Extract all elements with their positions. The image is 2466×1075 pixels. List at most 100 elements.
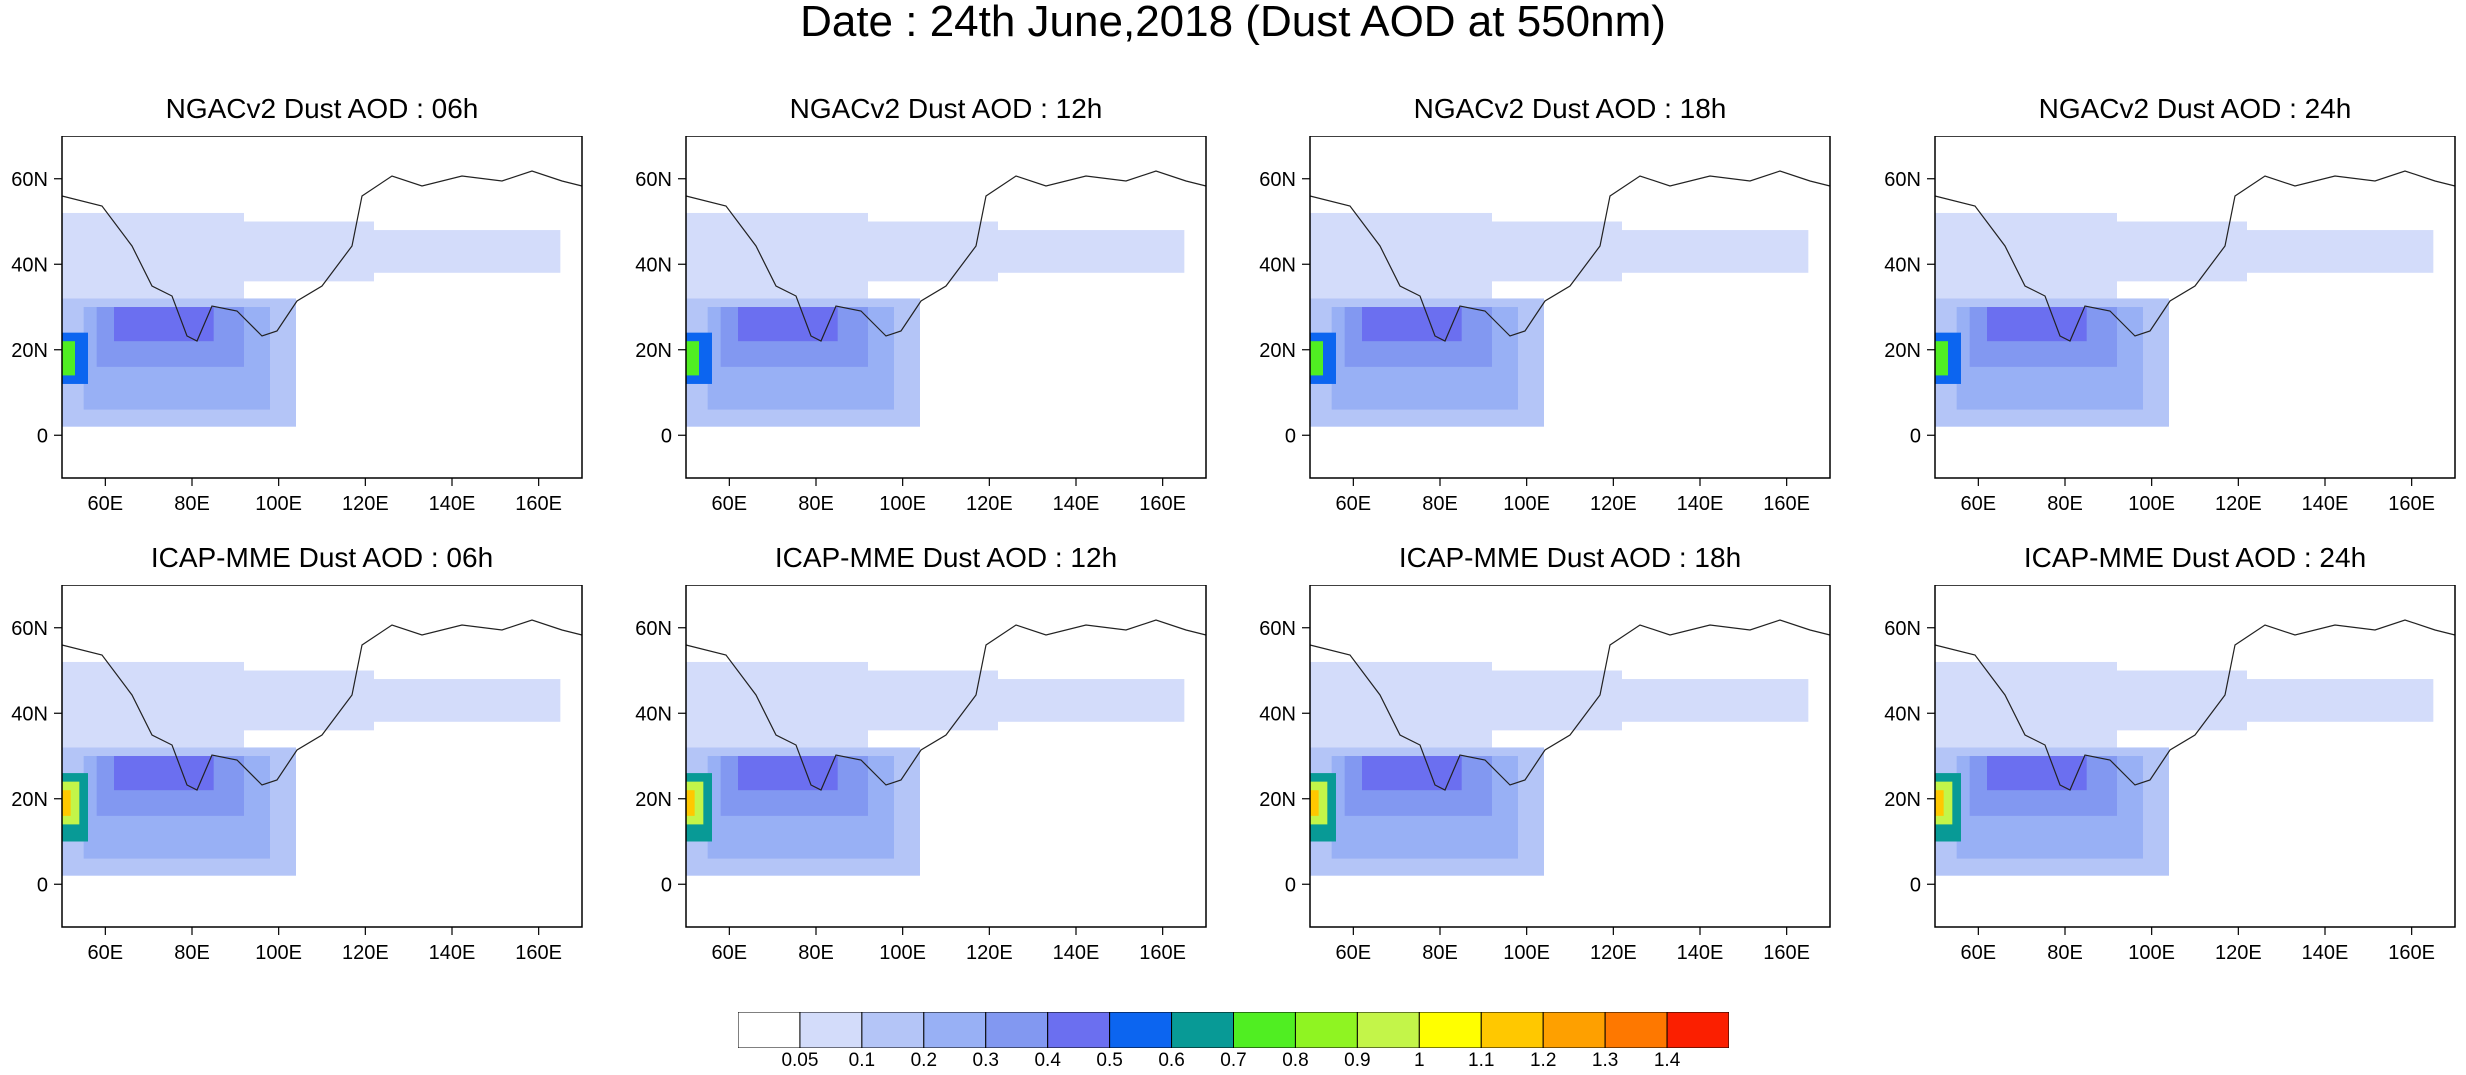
dust-aod-area: [374, 679, 561, 722]
dust-aod-area: [1310, 212, 1492, 299]
panel-title: NGACv2 Dust AOD : 06h: [165, 93, 479, 124]
lon-tick-label: 160E: [1139, 493, 1186, 515]
lon-tick-label: 100E: [879, 942, 926, 964]
coastline: [61, 170, 583, 342]
dust-aod-area: [62, 790, 71, 816]
map-panel: 60E 80E 100E 120E 140E 160E 60N 40N 20N 0: [1259, 136, 1831, 515]
lon-tick-label: 140E: [1053, 942, 1100, 964]
lat-tick-label: 60N: [635, 618, 672, 640]
lon-tick-label: 140E: [1677, 493, 1724, 515]
lat-tick-label: 60N: [1884, 169, 1921, 191]
dust-aod-area: [1622, 679, 1809, 722]
lat-tick-label: 0: [37, 425, 48, 447]
lon-tick-label: 100E: [1503, 493, 1550, 515]
colorbar-label: 0.9: [1344, 1050, 1371, 1071]
lat-tick-label: 60N: [635, 169, 672, 191]
lon-tick-label: 160E: [515, 942, 562, 964]
dust-aod-area: [686, 341, 699, 376]
dust-aod-area: [244, 670, 374, 731]
map-frame: [1934, 136, 2456, 479]
lon-tick-label: 100E: [255, 942, 302, 964]
colorbar-swatch: [1480, 1012, 1544, 1048]
dust-aod-area: [2117, 670, 2247, 731]
colorbar-label: 0.4: [1034, 1050, 1061, 1071]
lon-tick-label: 80E: [174, 493, 210, 515]
lon-tick-label: 140E: [2302, 942, 2349, 964]
dust-aod-area: [62, 341, 75, 376]
lat-tick-label: 0: [37, 874, 48, 896]
lon-tick-label: 60E: [1336, 942, 1372, 964]
colorbar-swatch: [861, 1012, 925, 1048]
dust-aod-area: [2247, 230, 2434, 273]
colorbar-labels: 0.05 0.1 0.2 0.3 0.4 0.5 0.6 0.7 0.8 0.9 1 1.1 1.2 1.…: [738, 1051, 1738, 1075]
dust-aod-area: [998, 679, 1185, 722]
lon-tick-label: 80E: [798, 942, 834, 964]
dust-aod-area: [868, 221, 998, 282]
dust-aod-area: [1362, 756, 1462, 791]
colorbar-label: 1.1: [1468, 1050, 1495, 1071]
colorbar-swatch: [1109, 1012, 1173, 1048]
colorbar-swatch: [1666, 1012, 1729, 1048]
lat-tick-label: 20N: [11, 340, 48, 362]
colorbar-swatch: [1047, 1012, 1111, 1048]
colorbar-label: 0.2: [910, 1050, 938, 1071]
coastline: [61, 619, 583, 791]
lon-tick-label: 120E: [966, 942, 1013, 964]
map-panel: 60E 80E 100E 120E 140E 160E 60N 40N 20N 0: [635, 136, 1207, 515]
lon-tick-label: 80E: [2047, 942, 2083, 964]
colorbar-label: 0.5: [1096, 1050, 1123, 1071]
map-panel: 60E 80E 100E 120E 140E 160E 60N 40N 20N 0: [11, 136, 583, 515]
lat-tick-label: 0: [1285, 425, 1296, 447]
dust-aod-area: [1310, 661, 1492, 748]
lon-tick-label: 120E: [1590, 493, 1637, 515]
lon-tick-label: 60E: [1961, 942, 1997, 964]
panel-title: ICAP-MME Dust AOD : 18h: [1398, 542, 1742, 573]
dust-aod-area: [868, 670, 998, 731]
colorbar-label: 1.3: [1591, 1050, 1619, 1071]
lat-tick-label: 20N: [635, 789, 672, 811]
coastline: [1934, 170, 2456, 342]
colorbar-swatch: [738, 1012, 801, 1048]
lat-tick-label: 20N: [1884, 340, 1921, 362]
colorbar-swatch: [1294, 1012, 1358, 1048]
dust-aod-area: [686, 212, 868, 299]
lat-tick-label: 40N: [1884, 703, 1921, 725]
coastline: [685, 170, 1207, 342]
colorbar-label: 0.6: [1158, 1050, 1185, 1071]
lon-tick-label: 80E: [1422, 493, 1458, 515]
dust-aod-area: [244, 221, 374, 282]
dust-aod-area: [738, 307, 838, 342]
lat-tick-label: 0: [1910, 425, 1921, 447]
colorbar-swatch: [1604, 1012, 1668, 1048]
panel-title: ICAP-MME Dust AOD : 06h: [150, 542, 494, 573]
lat-tick-label: 0: [661, 874, 672, 896]
dust-aod-area: [1935, 790, 1944, 816]
colorbar-swatch: [923, 1012, 987, 1048]
lon-tick-label: 120E: [2215, 942, 2262, 964]
lon-tick-label: 80E: [798, 493, 834, 515]
colorbar-swatch: [1542, 1012, 1606, 1048]
dust-aod-area: [2117, 221, 2247, 282]
lon-tick-label: 80E: [174, 942, 210, 964]
colorbar-swatch: [1233, 1012, 1296, 1048]
lon-tick-label: 140E: [2302, 493, 2349, 515]
lat-tick-label: 0: [1285, 874, 1296, 896]
lat-tick-label: 40N: [1884, 254, 1921, 276]
lon-tick-label: 160E: [2388, 493, 2435, 515]
panel-title: ICAP-MME Dust AOD : 24h: [2023, 542, 2367, 573]
colorbar-swatch: [799, 1012, 863, 1048]
colorbar-swatch: [985, 1012, 1049, 1048]
dust-aod-area: [1987, 307, 2087, 342]
lat-tick-label: 60N: [11, 169, 48, 191]
lon-tick-label: 60E: [1336, 493, 1372, 515]
lat-tick-label: 60N: [1259, 169, 1296, 191]
dust-aod-area: [1492, 221, 1622, 282]
dust-aod-area: [1310, 790, 1319, 816]
lon-tick-label: 160E: [1763, 493, 1810, 515]
colorbar: [738, 1012, 1729, 1048]
panel-title: NGACv2 Dust AOD : 12h: [789, 93, 1103, 124]
coastline: [1309, 170, 1831, 342]
map-frame: [685, 585, 1207, 928]
lat-tick-label: 20N: [1259, 789, 1296, 811]
lon-tick-label: 100E: [2128, 942, 2175, 964]
